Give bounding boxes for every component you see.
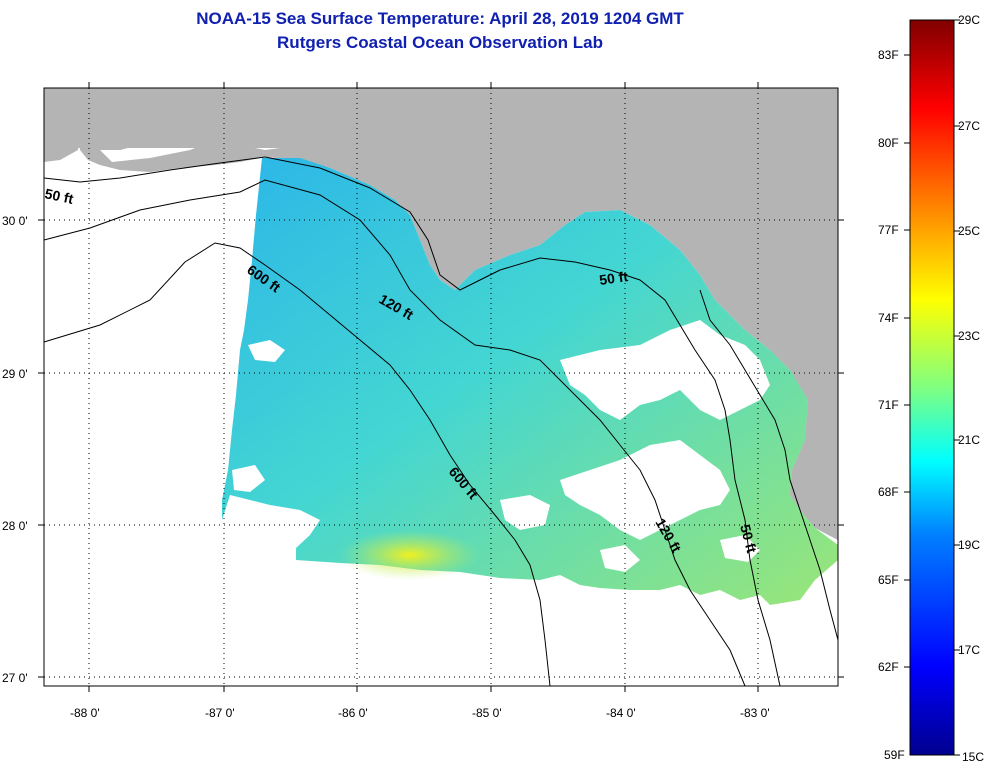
lon-label-84: -84 0'	[606, 706, 636, 720]
colorbar-f-83: 83F	[878, 48, 899, 62]
colorbar-f-59: 59F	[884, 748, 905, 762]
colorbar-ticks	[904, 19, 960, 756]
lon-label-88: -88 0'	[70, 706, 100, 720]
lon-label-83: -83 0'	[740, 706, 770, 720]
colorbar-c-27: 27C	[958, 119, 981, 133]
lat-label-30: 30 0'	[2, 214, 28, 228]
colorbar-f-62: 62F	[878, 660, 899, 674]
contour-label-50ft-north: 50 ft	[598, 268, 629, 288]
colorbar-f-68: 68F	[878, 485, 899, 499]
colorbar-f-71: 71F	[878, 398, 899, 412]
colorbar-c-21: 21C	[958, 433, 981, 447]
colorbar-c-29: 29C	[958, 13, 981, 27]
colorbar-c-19: 19C	[958, 538, 981, 552]
colorbar-f-74: 74F	[878, 311, 899, 325]
contour-label-50ft-west: 50 ft	[43, 185, 75, 207]
bathymetry-contours	[43, 156, 839, 687]
colorbar-c-25: 25C	[958, 224, 981, 238]
colorbar-f-65: 65F	[878, 573, 899, 587]
map-frame	[43, 87, 839, 687]
sst-swath	[222, 158, 838, 605]
lon-label-86: -86 0'	[338, 706, 368, 720]
colorbar-f-80: 80F	[878, 136, 899, 150]
lat-label-27: 27 0'	[2, 671, 28, 685]
contour-label-50ft-south: 50 ft	[737, 523, 760, 555]
colorbar-c-15: 15C	[962, 750, 985, 764]
map-subtitle: Rutgers Coastal Ocean Observation Lab	[277, 33, 603, 52]
colorbar-f-77: 77F	[878, 223, 899, 237]
colorbar-c-23: 23C	[958, 329, 981, 343]
colorbar	[909, 19, 955, 756]
lon-label-85: -85 0'	[472, 706, 502, 720]
lon-label-87: -87 0'	[205, 706, 235, 720]
lat-label-29: 29 0'	[2, 367, 28, 381]
tick-marks	[38, 82, 844, 692]
colorbar-c-17: 17C	[958, 643, 981, 657]
lat-label-28: 28 0'	[2, 519, 28, 533]
map-title: NOAA-15 Sea Surface Temperature: April 2…	[196, 9, 684, 28]
land-mass	[44, 88, 838, 686]
